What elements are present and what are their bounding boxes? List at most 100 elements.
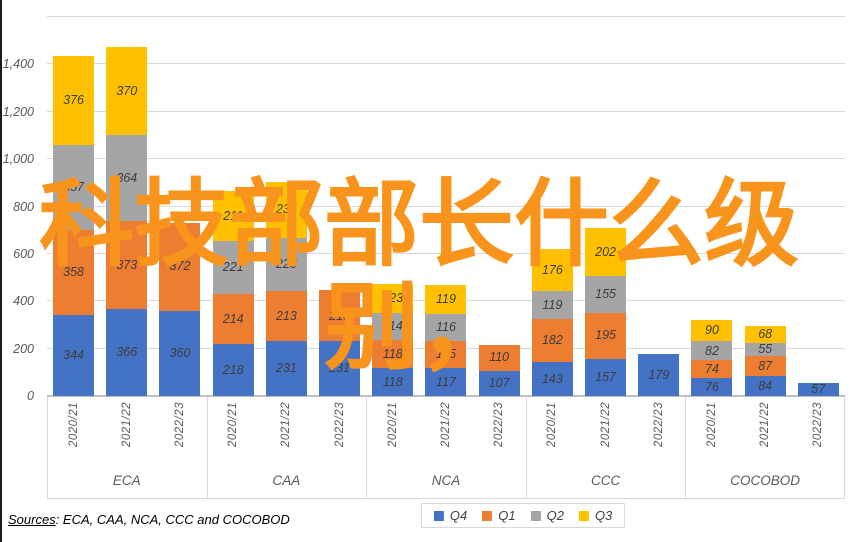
bar-slot-NCA-2022/23: 107 110 [473, 17, 526, 396]
segment-Q1: 110 [478, 344, 520, 371]
bar-slot-COCOBOD-2022/23: 57 [792, 17, 845, 396]
segment-value-label: 225 [275, 256, 297, 271]
gridline-1200 [47, 110, 845, 112]
segment-value-label: 195 [595, 328, 616, 343]
group-label-CAA: CAA [272, 473, 301, 488]
legend-swatch-Q1 [482, 510, 493, 521]
y-axis-label: 600 [13, 246, 34, 261]
segment-value-label: 376 [63, 93, 85, 108]
segment-Q3: 90 [691, 319, 733, 342]
legend-item-Q4: Q4 [433, 508, 468, 523]
gridline-600 [47, 252, 845, 254]
segment-value-label: 55 [758, 341, 773, 356]
segment-value-label: 68 [758, 327, 773, 342]
stacked-bar-ECA-2021/22: 366 373 364 370 [106, 47, 148, 396]
year-label-CAA-2020/21: 2020/21 [227, 402, 240, 448]
year-label-CCC-2022/23: 2022/23 [652, 402, 665, 448]
segment-Q3: 202 [585, 228, 627, 276]
bar-slot-CAA-2022/23: 231 215 [313, 17, 366, 396]
year-label-COCOBOD-2022/23: 2022/23 [812, 402, 825, 448]
segment-Q1: 118 [372, 340, 414, 369]
segment-value-label: 182 [541, 333, 563, 348]
stacked-bar-ECA-2020/21: 344 358 357 376 [53, 56, 95, 396]
segment-Q4: 84 [744, 376, 786, 396]
segment-value-label: 360 [169, 346, 191, 361]
group-label-CCC: CCC [590, 473, 621, 488]
group-divider [366, 397, 368, 498]
group-divider [844, 397, 845, 498]
segment-Q1: 358 [53, 229, 95, 315]
y-axis-label: 0 [27, 389, 34, 403]
segment-value-label: 370 [116, 83, 138, 98]
year-label-ECA-2022/23: 2022/23 [173, 402, 186, 448]
segment-value-label: 90 [705, 323, 719, 338]
segment-Q1: 373 [106, 220, 148, 310]
segment-value-label: 221 [222, 260, 244, 275]
group-divider [206, 397, 208, 498]
segment-value-label: 176 [541, 262, 563, 277]
bar-group-COCOBOD: 76 74 82 90 84 87 55 68 57 [685, 17, 845, 396]
bar-group-CCC: 143 182 119 176 157 195 155 202 179 [526, 17, 686, 396]
segment-Q4: 231 [265, 341, 307, 396]
segment-value-label: 214 [222, 311, 244, 326]
segment-Q2: 119 [531, 290, 573, 320]
group-label-NCA: NCA [431, 473, 461, 488]
bar-slot-NCA-2020/21: 118 118 114 123 [366, 17, 419, 396]
segment-Q3: 235 [265, 181, 307, 238]
group-divider [685, 397, 687, 498]
segment-Q3: 176 [531, 249, 573, 291]
segment-Q4: 344 [53, 314, 95, 396]
segment-Q3: 211 [212, 191, 254, 242]
year-label-COCOBOD-2020/21: 2020/21 [705, 402, 718, 448]
year-label-COCOBOD-2021/22: 2021/22 [759, 402, 772, 448]
segment-value-label: 87 [758, 358, 773, 373]
segment-value-label: 211 [223, 209, 244, 224]
segment-Q1: 74 [691, 360, 733, 378]
segment-value-label: 235 [275, 202, 297, 217]
segment-value-label: 114 [382, 319, 403, 334]
segment-value-label: 119 [436, 292, 456, 307]
legend-item-Q1: Q1 [482, 508, 516, 523]
segment-value-label: 74 [705, 361, 719, 376]
year-label-ECA-2020/21: 2020/21 [67, 402, 80, 448]
segment-value-label: 119 [542, 297, 563, 312]
segment-value-label: 366 [116, 345, 138, 360]
bar-slot-CCC-2022/23: 179 [632, 17, 685, 396]
segment-Q2: 82 [691, 341, 733, 361]
stacked-bar-CAA-2021/22: 231 213 225 235 [265, 181, 307, 396]
legend-label: Q4 [449, 508, 468, 523]
y-axis-label: 200 [13, 341, 34, 356]
segment-value-label: 117 [436, 374, 456, 389]
segment-value-label: 116 [436, 320, 456, 335]
year-label-CCC-2021/22: 2021/22 [599, 402, 612, 448]
legend-item-Q2: Q2 [530, 508, 564, 523]
stacked-bar-ECA-2022/23: 360 372 [159, 222, 201, 396]
segment-Q1: 87 [744, 355, 786, 377]
y-axis: 0 200 400 600 800 1,000 1,200 1,400 [0, 17, 40, 403]
y-axis-label: 1,200 [2, 104, 34, 119]
y-axis-label: 1,400 [2, 57, 34, 72]
segment-value-label: 157 [595, 370, 616, 385]
segment-value-label: 344 [63, 348, 85, 362]
sources-text: : ECA, CAA, NCA, CCC and COCOBOD [55, 512, 290, 527]
segment-value-label: 218 [222, 362, 244, 377]
plot-area: 344 358 357 376 366 373 364 370 360 372 218 214 221 2… [47, 16, 845, 396]
x-axis: 2020/21 2021/22 2022/23 ECA 2020/21 2021/22 20… [47, 396, 845, 499]
segment-Q3: 370 [106, 47, 148, 135]
legend: Q4 Q1 Q2 Q3 [420, 503, 626, 528]
segment-Q4: 231 [319, 341, 361, 396]
segment-Q2: 225 [265, 237, 307, 291]
segment-Q4: 118 [372, 368, 414, 396]
gridline-1400 [47, 63, 845, 65]
segment-Q1: 115 [425, 341, 467, 369]
group-label-COCOBOD: COCOBOD [730, 473, 801, 488]
segment-Q4: 179 [638, 353, 680, 396]
segment-Q2: 221 [212, 241, 254, 294]
group-divider [47, 397, 48, 498]
legend-swatch-Q4 [433, 510, 444, 521]
stacked-bar-COCOBOD-2022/23: 57 [797, 382, 839, 396]
legend-swatch-Q3 [578, 510, 589, 521]
stacked-bar-CCC-2020/21: 143 182 119 176 [531, 249, 573, 396]
segment-value-label: 118 [382, 374, 403, 389]
segment-value-label: 179 [648, 367, 670, 382]
